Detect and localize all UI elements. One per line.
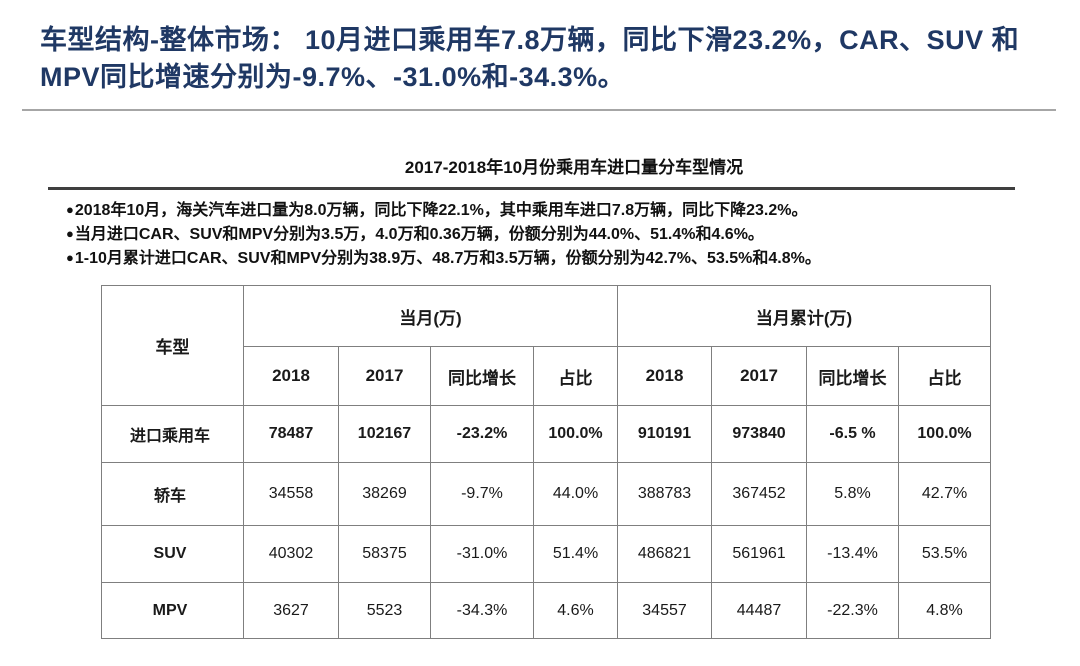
table-row: 轿车 34558 38269 -9.7% 44.0% 388783 367452… (101, 462, 992, 526)
section-divider (48, 187, 1015, 190)
table-title: 2017-2018年10月份乘用车进口量分车型情况 (404, 158, 744, 177)
vehicle-import-table: 车型 当月(万) 当月累计(万) 2018 2017 同比增长 占比 2018 … (101, 285, 992, 639)
bullet-icon: ● (66, 226, 74, 241)
table-cell: 910191 (617, 405, 713, 463)
bullet-item: ●当月进口CAR、SUV和MPV分别为3.5万，4.0万和0.36万辆，份额分别… (66, 222, 1046, 246)
group-header-cumulative: 当月累计(万) (617, 285, 992, 347)
table-row: 进口乘用车 78487 102167 -23.2% 100.0% 910191 … (101, 405, 992, 463)
bullet-icon: ● (66, 250, 74, 265)
subheader-2017: 2017 (338, 346, 431, 406)
table-cell: 973840 (711, 405, 808, 463)
group-header-current-month: 当月(万) (242, 285, 619, 347)
table-cell: 100.0% (532, 405, 619, 463)
table-cell: -31.0% (430, 525, 534, 583)
table-cell: 53.5% (898, 525, 992, 583)
summary-bullet-list: ●2018年10月，海关汽车进口量为8.0万辆，同比下降22.1%，其中乘用车进… (66, 198, 1046, 270)
bullet-text: 1-10月累计进口CAR、SUV和MPV分别为38.9万、48.7万和3.5万辆… (74, 250, 821, 267)
page-title: 车型结构-整体市场： 10月进口乘用车7.8万辆，同比下滑23.2%，CAR、S… (40, 25, 1020, 92)
bullet-text: 2018年10月，海关汽车进口量为8.0万辆，同比下降22.1%，其中乘用车进口… (74, 202, 808, 219)
table-cell: 388783 (617, 462, 713, 526)
table-cell: 367452 (711, 462, 808, 526)
table-group-header-row: 车型 当月(万) 当月累计(万) (101, 285, 992, 406)
table-cell: -9.7% (430, 462, 534, 526)
top-divider (22, 109, 1056, 111)
subheader-2018: 2018 (617, 346, 713, 406)
bullet-item: ●1-10月累计进口CAR、SUV和MPV分别为38.9万、48.7万和3.5万… (66, 246, 1046, 270)
table-cell: 51.4% (532, 525, 619, 583)
corner-header-vehicle-type: 车型 (101, 285, 244, 406)
subheader-2018: 2018 (243, 346, 339, 406)
subheader-yoy-growth: 同比增长 (806, 346, 900, 406)
table-cell: 102167 (338, 405, 431, 463)
bullet-item: ●2018年10月，海关汽车进口量为8.0万辆，同比下降22.1%，其中乘用车进… (66, 198, 1046, 222)
table-cell: 44487 (711, 582, 808, 639)
table-cell: -13.4% (806, 525, 900, 583)
table-subheader-row: 2018 2017 同比增长 占比 2018 2017 同比增长 占比 (102, 346, 992, 406)
table-cell: 100.0% (898, 405, 992, 463)
subheader-share: 占比 (898, 346, 992, 406)
table-cell: 42.7% (898, 462, 992, 526)
table-cell: 561961 (711, 525, 808, 583)
table-cell: 44.0% (532, 462, 619, 526)
table-row: SUV 40302 58375 -31.0% 51.4% 486821 5619… (101, 525, 992, 583)
table-cell: -6.5 % (806, 405, 900, 463)
subheader-share: 占比 (532, 346, 619, 406)
table-cell: 34558 (243, 462, 339, 526)
table-row: MPV 3627 5523 -34.3% 4.6% 34557 44487 -2… (101, 582, 992, 639)
table-cell: 486821 (617, 525, 713, 583)
table-cell: 5.8% (806, 462, 900, 526)
row-label: MPV (101, 582, 244, 639)
table-cell: 34557 (617, 582, 713, 639)
table-cell: 3627 (243, 582, 339, 639)
table-cell: 4.6% (532, 582, 619, 639)
table-cell: 58375 (338, 525, 431, 583)
table-cell: 38269 (338, 462, 431, 526)
row-label: 轿车 (101, 462, 244, 526)
bullet-text: 当月进口CAR、SUV和MPV分别为3.5万，4.0万和0.36万辆，份额分别为… (74, 226, 764, 243)
subheader-yoy-growth: 同比增长 (430, 346, 534, 406)
table-cell: 78487 (243, 405, 339, 463)
bullet-icon: ● (66, 202, 74, 217)
subheader-2017: 2017 (711, 346, 808, 406)
row-label: SUV (101, 525, 244, 583)
row-label: 进口乘用车 (101, 405, 244, 463)
table-cell: 4.8% (898, 582, 992, 639)
table-cell: -23.2% (430, 405, 534, 463)
table-cell: 40302 (243, 525, 339, 583)
table-cell: 5523 (338, 582, 431, 639)
table-cell: -22.3% (806, 582, 900, 639)
table-cell: -34.3% (430, 582, 534, 639)
